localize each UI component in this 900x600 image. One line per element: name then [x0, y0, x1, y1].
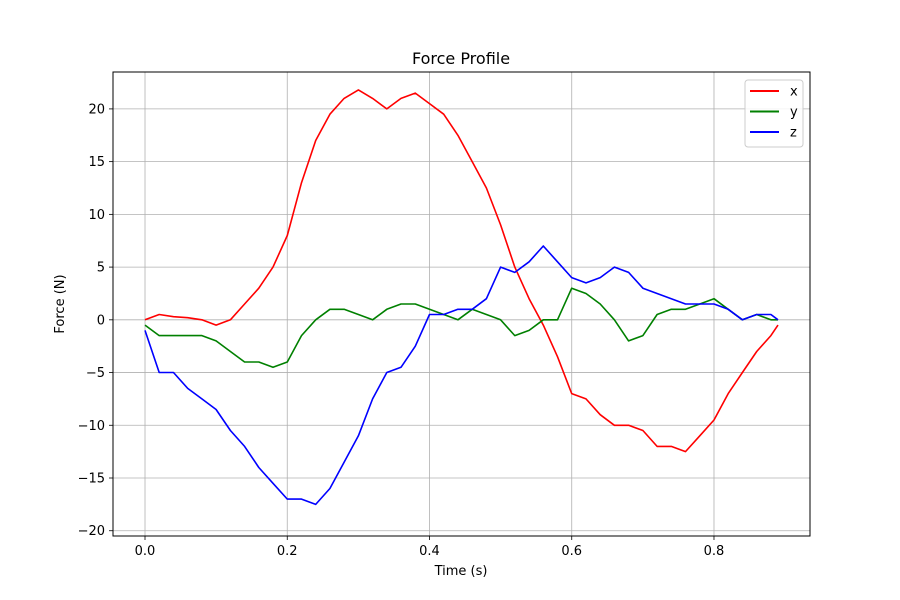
series-lines [144, 89, 779, 506]
y-tick-label: −15 [78, 472, 105, 487]
y-tick-label: 20 [88, 102, 105, 117]
x-tick-label: 0.8 [704, 544, 725, 559]
legend-label-z: z [790, 126, 797, 141]
grid [113, 72, 810, 536]
y-tick-label: 10 [88, 208, 105, 223]
legend-label-x: x [790, 85, 798, 100]
y-tick-label: 5 [97, 261, 105, 276]
x-tick-label: 0.2 [277, 544, 298, 559]
y-axis-title: Force (N) [53, 274, 68, 333]
y-tick-label: −5 [86, 366, 105, 381]
axis-ticks: 0.0 0.2 0.4 0.6 0.8 −20 −15 −10 −5 0 5 10 15 20 [78, 102, 725, 559]
series-line-y [144, 287, 778, 369]
x-axis-title: Time (s) [434, 564, 488, 579]
y-tick-label: −20 [78, 524, 105, 539]
y-tick-label: −10 [78, 419, 105, 434]
y-tick-label: 15 [88, 155, 105, 170]
legend: xyz [744, 79, 804, 148]
series-line-x [144, 89, 779, 453]
x-tick-label: 0.4 [419, 544, 440, 559]
legend-box [744, 79, 804, 148]
series-line-z [144, 245, 779, 506]
x-tick-label: 0.6 [561, 544, 582, 559]
plot-frame [112, 71, 811, 537]
y-tick-label: 0 [97, 313, 105, 328]
chart-title: Force Profile [412, 49, 510, 68]
legend-label-y: y [790, 105, 798, 120]
x-tick-label: 0.0 [135, 544, 156, 559]
